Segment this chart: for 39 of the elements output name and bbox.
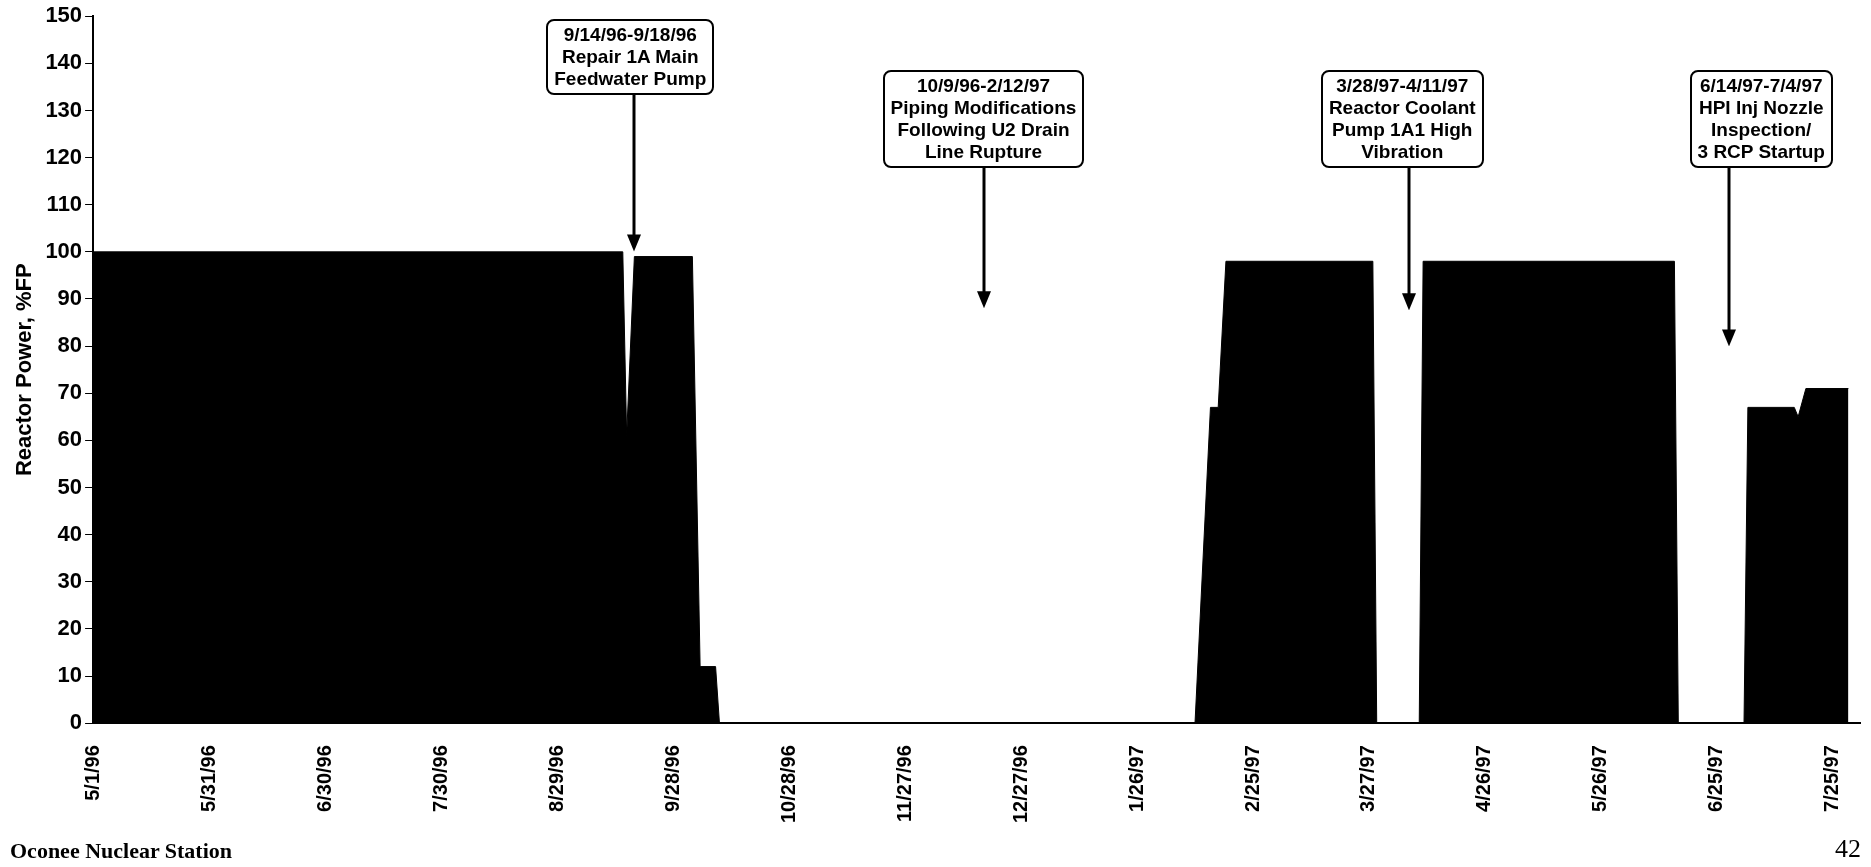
x-tick-label: 4/26/97	[1472, 745, 1495, 812]
x-tick-label: 9/28/96	[660, 745, 683, 812]
y-tick-label: 10	[57, 662, 83, 688]
x-tick-label: 2/25/97	[1240, 745, 1263, 812]
y-tick-label: 120	[45, 143, 83, 169]
text: Oconee Nuclear Station	[10, 837, 233, 863]
y-tick-label: 30	[57, 567, 83, 593]
y-tick-label: 50	[57, 473, 83, 499]
x-tick-label: 12/27/96	[1008, 745, 1031, 824]
y-tick-label: 100	[45, 237, 83, 263]
x-tick-label: 11/27/96	[892, 745, 915, 822]
y-tick-label: 80	[57, 332, 83, 358]
y-tick-label: 150	[45, 2, 83, 28]
y-tick-label: 0	[69, 709, 83, 735]
text: 42	[1835, 833, 1861, 863]
y-tick-label: 40	[57, 520, 83, 546]
x-tick-label: 5/1/96	[80, 745, 103, 801]
x-tick-label: 8/29/96	[544, 745, 567, 812]
y-axis-title: Reactor Power, %FP	[11, 263, 37, 477]
y-tick-label: 20	[57, 614, 83, 640]
x-tick-label: 6/30/96	[312, 745, 335, 812]
x-tick-label: 6/25/97	[1704, 745, 1727, 812]
x-tick-label: 3/27/97	[1356, 745, 1379, 812]
x-tick-label: 7/25/97	[1820, 745, 1843, 812]
x-tick-label: 5/31/96	[196, 745, 219, 812]
y-tick-label: 60	[57, 426, 83, 452]
y-tick-label: 130	[45, 96, 83, 122]
y-tick-label: 140	[45, 49, 83, 75]
y-tick-label: 70	[57, 379, 83, 405]
annotation: 9/14/96-9/18/96 Repair 1A Main Feedwater Pump	[546, 19, 715, 96]
y-tick-label: 90	[57, 285, 83, 311]
annotation: 6/14/97-7/4/97 HPI Inj Nozzle Inspection/ 3 RCP Startup	[1689, 69, 1833, 168]
annotation: 10/9/96-2/12/97 Piping Modifications Following U2 Drain Line Rupture	[882, 69, 1085, 168]
x-tick-label: 5/26/97	[1588, 745, 1611, 812]
annotation: 3/28/97-4/11/97 Reactor Coolant Pump 1A1 High Vibration	[1320, 69, 1484, 168]
x-tick-label: 7/30/96	[428, 745, 451, 812]
x-tick-label: 1/26/97	[1124, 745, 1147, 812]
x-tick-label: 10/28/96	[776, 745, 799, 824]
y-tick-label: 110	[46, 190, 83, 216]
